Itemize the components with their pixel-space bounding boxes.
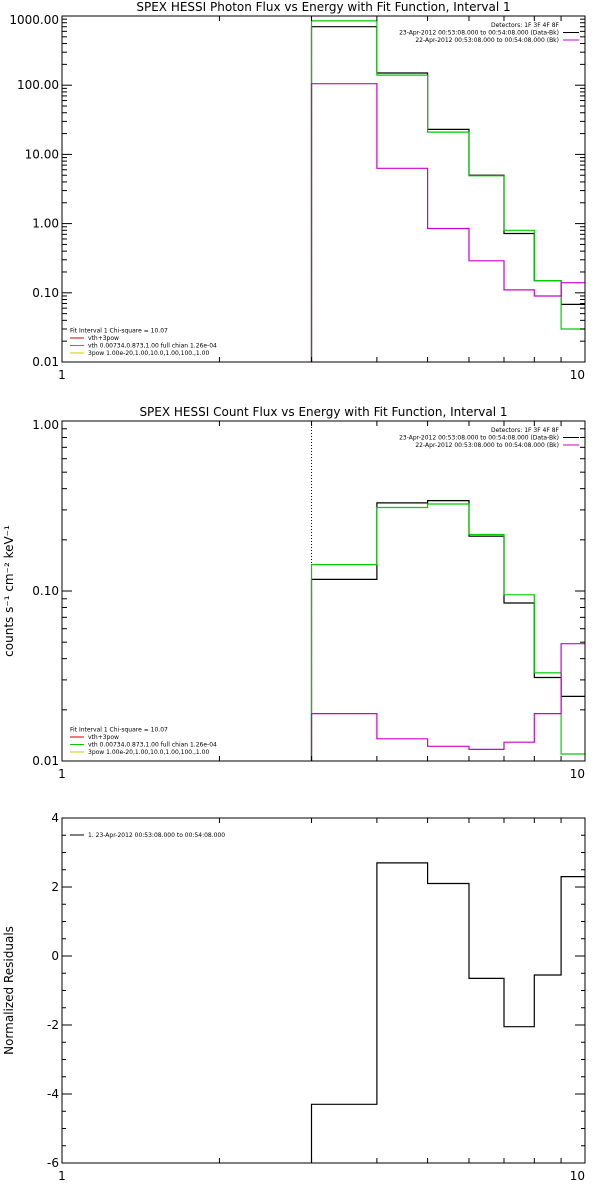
- legend-entry: 22-Apr-2012 00:53:08.000 to 00:54:08.000…: [415, 442, 559, 449]
- series-2-line: [310, 20, 585, 362]
- panel-1: SPEX HESSI Photon Flux vs Energy with Fi…: [9, 0, 586, 382]
- legend-entry: 23-Apr-2012 00:53:08.000 to 00:54:08.000…: [399, 30, 559, 37]
- x-tick-label: 1: [58, 767, 66, 781]
- y-tick-label: 0.01: [32, 355, 59, 369]
- plot-frame: [61, 15, 586, 363]
- series-3-line: [310, 83, 585, 362]
- plot-frame: [61, 817, 586, 1164]
- legend-entry: vth 0.00734,0.873,1.00 full chian 1.26e-…: [88, 343, 217, 350]
- legend-entry: 22-Apr-2012 00:53:08.000 to 00:54:08.000…: [415, 37, 559, 44]
- series-3-line: [310, 643, 585, 761]
- y-tick-label: 4: [51, 811, 59, 825]
- y-tick-label: 1000.00: [9, 13, 59, 27]
- x-tick-label: 10: [570, 368, 585, 382]
- y-tick-label: 0.01: [32, 754, 59, 768]
- panel-2: SPEX HESSI Count Flux vs Energy with Fit…: [2, 405, 586, 781]
- legend-entry: vth+3pow: [88, 734, 119, 741]
- y-tick-label: 0.10: [32, 286, 59, 300]
- chart-title: SPEX HESSI Count Flux vs Energy with Fit…: [139, 405, 507, 419]
- y-tick-label: 0: [51, 949, 59, 963]
- plot-frame: [61, 420, 586, 762]
- series-1-line: [310, 862, 585, 1163]
- panel-3: Normalized Residuals 1 10 -6 -4 -2 0 2 4 1. 23-Ap…: [2, 811, 586, 1183]
- legend-entry: Fit Interval 1 Chi-square = 10.07: [70, 727, 168, 734]
- y-tick-label: 1.00: [32, 217, 59, 231]
- x-tick-label: 1: [58, 1169, 66, 1183]
- y-tick-label: -2: [47, 1018, 59, 1032]
- series-1-line: [310, 26, 585, 362]
- y-axis-label: counts s⁻¹ cm⁻² keV⁻¹: [2, 525, 16, 657]
- x-tick-label: 10: [570, 1169, 585, 1183]
- y-tick-label: 0.10: [32, 584, 59, 598]
- legend-entry: Fit Interval 1 Chi-square = 10.07: [70, 328, 168, 335]
- x-tick-label: 10: [570, 767, 585, 781]
- y-tick-label: 2: [51, 880, 59, 894]
- legend-entry: vth+3pow: [88, 335, 119, 342]
- chart-title: SPEX HESSI Photon Flux vs Energy with Fi…: [136, 0, 510, 14]
- legend-entry: 1. 23-Apr-2012 00:53:08.000 to 00:54:08.…: [88, 832, 225, 839]
- series-2-line: [310, 503, 585, 761]
- legend-entry: vth 0.00734,0.873,1.00 full chian 1.26e-…: [88, 742, 217, 749]
- legend-entry: 3pow 1.00e-20,1.00,10.0,1.00,100.,1.00: [88, 350, 209, 357]
- y-tick-label: 100.00: [17, 78, 59, 92]
- x-tick-label: 1: [58, 368, 66, 382]
- y-axis-label: Normalized Residuals: [2, 926, 16, 1055]
- y-tick-label: 1.00: [32, 418, 59, 432]
- legend-entry: Detectors: 1F 3F 4F 8F: [491, 22, 560, 29]
- series-1-line: [310, 500, 585, 761]
- legend-entry: 3pow 1.00e-20,1.00,10.0,1.00,100.,1.00: [88, 749, 209, 756]
- y-tick-label: -6: [47, 1156, 59, 1170]
- y-tick-label: -4: [47, 1087, 59, 1101]
- legend-entry: 23-Apr-2012 00:53:08.000 to 00:54:08.000…: [399, 435, 559, 442]
- legend-entry: Detectors: 1F 3F 4F 8F: [491, 427, 560, 434]
- y-tick-label: 10.00: [25, 147, 59, 161]
